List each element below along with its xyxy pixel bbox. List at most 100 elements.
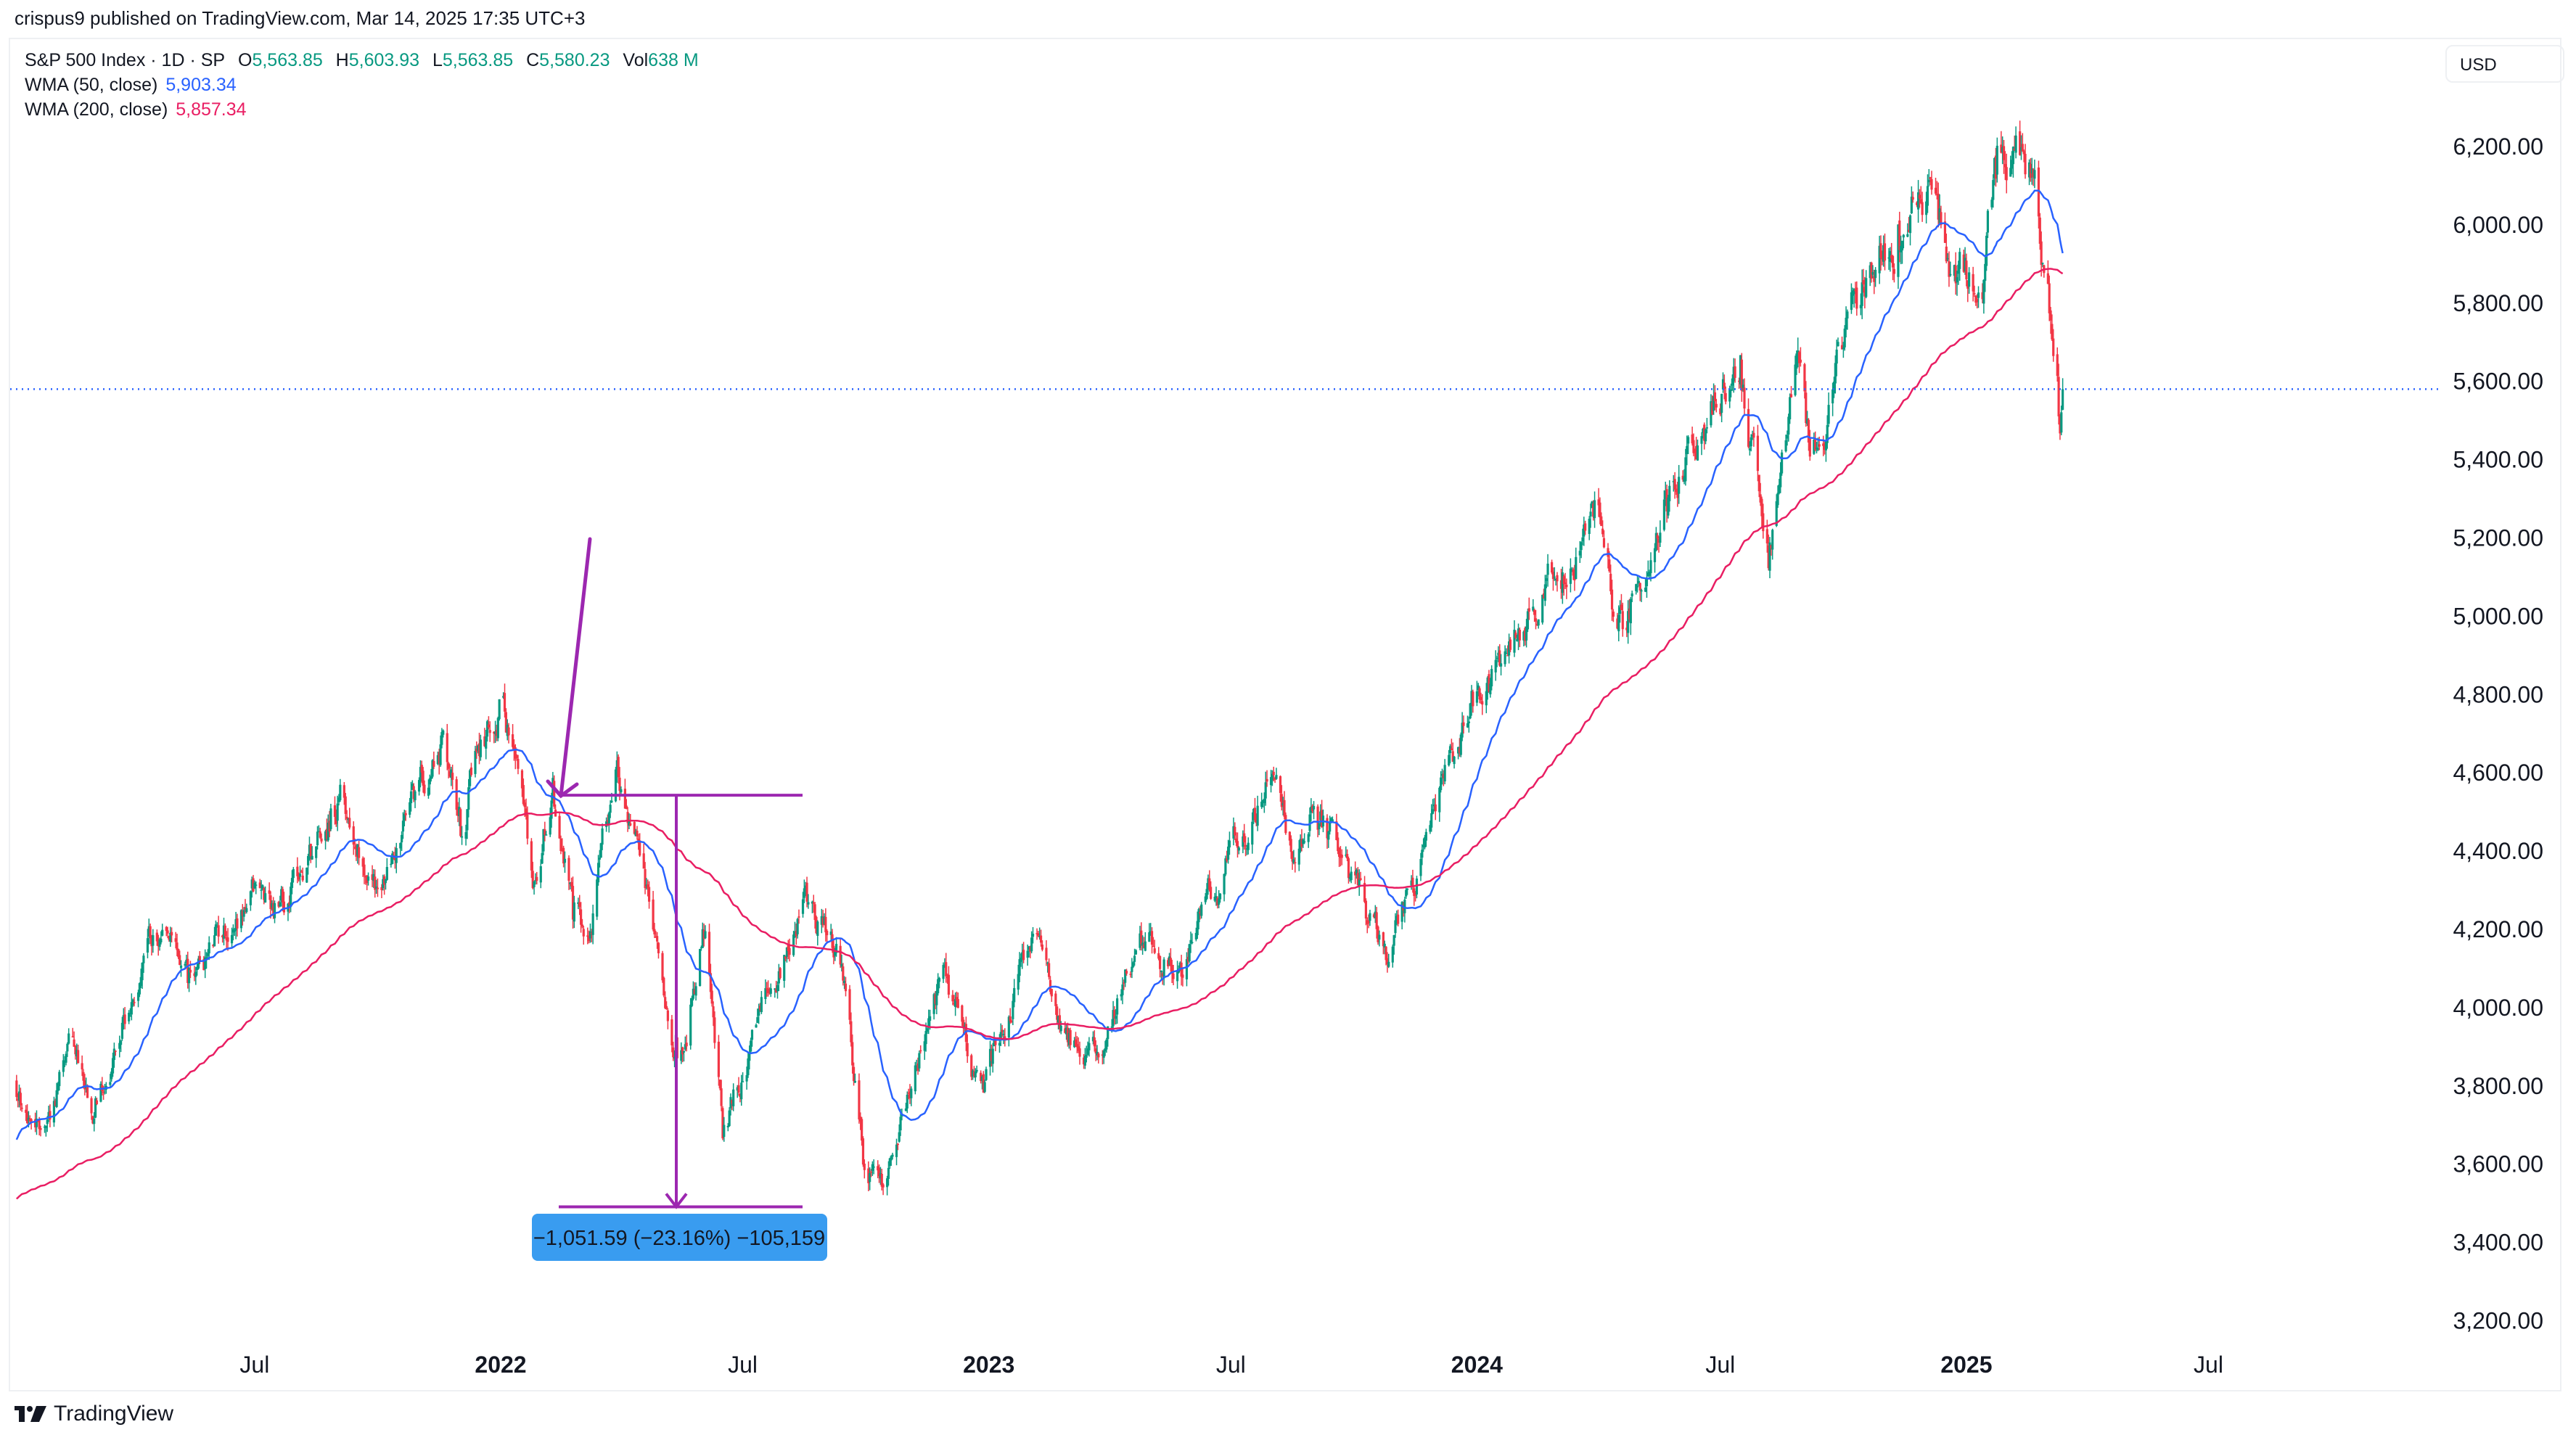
candle-down [647, 881, 651, 909]
candle-up [66, 1042, 69, 1057]
candle-up [1686, 435, 1689, 466]
candle-up [249, 890, 252, 911]
candle-up [1850, 283, 1853, 314]
candle-down [168, 935, 171, 942]
candle-body [514, 747, 517, 759]
candle-down [1607, 543, 1609, 569]
price-axis-label: 3,200.00 [2453, 1308, 2543, 1334]
candle-body [1083, 1056, 1086, 1066]
candle-up [1088, 1037, 1091, 1057]
candle-body [886, 1178, 889, 1188]
currency-button[interactable]: USD [2445, 45, 2564, 83]
candle-body [1153, 948, 1156, 953]
candle-down [1855, 281, 1858, 316]
candle-body [536, 876, 538, 881]
candle-down [1803, 363, 1806, 399]
candle-up [1232, 817, 1235, 846]
candle-up [1815, 442, 1818, 454]
candle-body [1116, 998, 1119, 1015]
candle-down [171, 927, 173, 943]
candle-down [2043, 264, 2046, 278]
candle-down [74, 1045, 77, 1060]
candle-up [1116, 994, 1119, 1024]
candle-down [1363, 876, 1366, 903]
candle-body [1570, 570, 1573, 572]
candle-body [851, 1042, 854, 1066]
candle-body [1703, 424, 1706, 441]
candle-down [1740, 353, 1743, 402]
candle-up [1986, 209, 1990, 239]
candle-up [1742, 379, 1744, 392]
measure-arrowhead-icon [665, 1193, 688, 1209]
candle-body [843, 981, 846, 984]
candle-up [1415, 876, 1419, 899]
candle-up [760, 990, 763, 1014]
candle-up [1131, 958, 1133, 979]
candle-body [796, 918, 799, 934]
candle-up [1067, 1028, 1070, 1049]
candle-body [1472, 691, 1474, 707]
candle-body [563, 858, 567, 863]
candle-down [652, 891, 655, 932]
candle-down [826, 929, 829, 944]
candle-up [1260, 792, 1263, 810]
symbol-title[interactable]: S&P 500 Index · 1D · SP [25, 50, 226, 70]
candle-body [1102, 1050, 1105, 1058]
candle-body [1172, 973, 1175, 979]
candle-body [1712, 396, 1715, 411]
candle-down [448, 764, 451, 778]
tradingview-logo[interactable]: TradingView [15, 1402, 173, 1426]
candle-up [1729, 383, 1733, 398]
time-axis-label: 2023 [963, 1352, 1014, 1378]
candle-body [588, 931, 592, 939]
candle-down [1542, 588, 1546, 599]
candle-body [250, 879, 253, 889]
candle-up [1813, 432, 1816, 455]
candle-up [1176, 961, 1179, 989]
candle-up [128, 1008, 132, 1017]
candle-body [141, 963, 144, 981]
candle-up [985, 1066, 988, 1082]
candle-up [2010, 151, 2014, 175]
candle-down [1472, 689, 1474, 713]
candle-body [1771, 530, 1774, 550]
candle-up [1554, 577, 1557, 586]
candle-body [1078, 1048, 1081, 1057]
candle-body [2056, 354, 2059, 377]
candle-up [1261, 799, 1265, 807]
candle-down [1954, 252, 1957, 295]
candle-down [1822, 435, 1825, 456]
candle-up [607, 811, 610, 833]
candle-body [1189, 939, 1192, 944]
candle-body [420, 765, 423, 773]
candle-body [1803, 363, 1806, 392]
candle-body [2019, 147, 2023, 151]
candle-up [1104, 1040, 1107, 1056]
candle-down [653, 923, 656, 938]
candle-down [2002, 139, 2006, 174]
candle-body [1612, 612, 1615, 617]
candle-body [1878, 245, 1881, 274]
candle-body [1738, 380, 1741, 382]
candle-body [1329, 818, 1333, 822]
candle-body [329, 808, 332, 829]
candle-body [236, 918, 239, 929]
candle-body [245, 908, 248, 912]
candle-body [432, 761, 435, 767]
candle-down [1890, 242, 1893, 263]
candle-body [1392, 934, 1395, 946]
candle-up [816, 920, 819, 946]
wma50-legend[interactable]: WMA (50, close) 5,903.34 [25, 73, 702, 97]
candle-up [736, 1085, 739, 1098]
candle-down [1289, 835, 1292, 859]
candle-body [353, 847, 356, 849]
candle-up [469, 768, 472, 789]
candle-body [171, 932, 173, 936]
candle-body [2051, 324, 2054, 340]
candle-body [261, 885, 264, 890]
wma200-legend[interactable]: WMA (200, close) 5,857.34 [25, 97, 702, 122]
candle-body [1728, 389, 1731, 402]
candle-up [954, 992, 957, 1016]
candle-down [1625, 621, 1628, 638]
